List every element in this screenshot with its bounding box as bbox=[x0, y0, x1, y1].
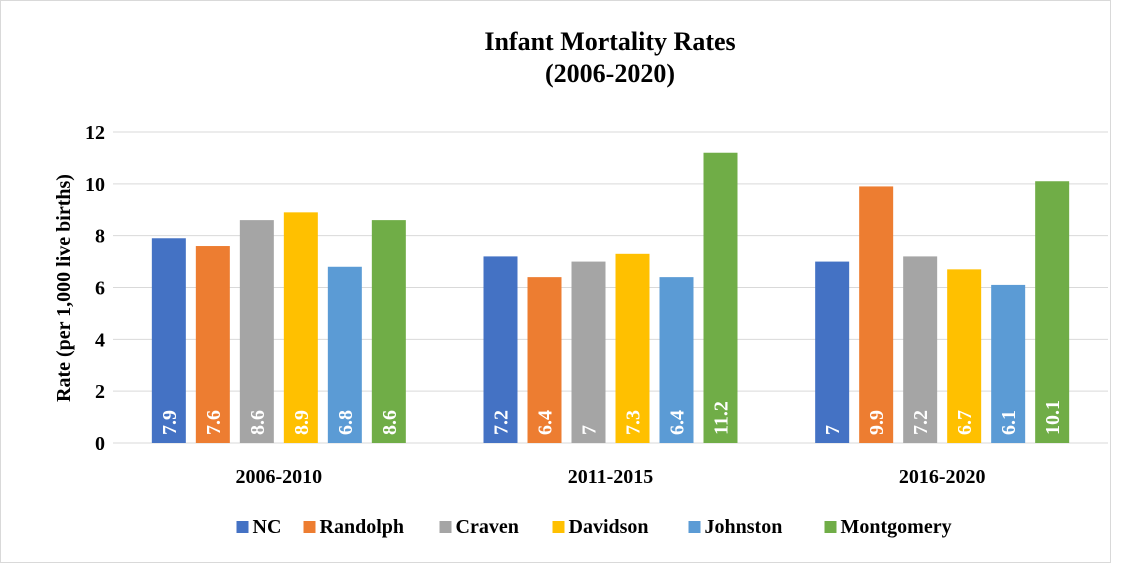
bar bbox=[859, 186, 894, 444]
y-tick-label: 6 bbox=[95, 278, 105, 300]
legend-label: NC bbox=[253, 516, 282, 538]
legend-swatch bbox=[236, 521, 249, 533]
x-tick-label: 2006-2010 bbox=[235, 466, 322, 488]
legend-swatch bbox=[688, 521, 701, 533]
data-label: 7.6 bbox=[203, 410, 225, 435]
legend-swatch bbox=[824, 521, 837, 533]
data-label: 8.6 bbox=[247, 410, 269, 435]
bar bbox=[571, 261, 606, 443]
legend-label: Johnston bbox=[705, 516, 783, 538]
data-label: 7.9 bbox=[159, 410, 181, 435]
legend-label: Craven bbox=[456, 516, 519, 538]
bar bbox=[991, 284, 1026, 443]
data-label: 7 bbox=[822, 425, 844, 435]
data-label: 6.4 bbox=[667, 410, 689, 435]
data-label: 7.2 bbox=[910, 410, 932, 435]
y-tick-label: 2 bbox=[95, 381, 105, 403]
legend-swatch bbox=[303, 521, 316, 533]
bar bbox=[371, 220, 406, 443]
bar bbox=[815, 261, 850, 443]
bar bbox=[903, 256, 938, 443]
data-label: 7 bbox=[579, 425, 601, 435]
bar bbox=[327, 266, 362, 443]
x-tick-label: 2011-2015 bbox=[568, 466, 654, 488]
bar bbox=[527, 277, 562, 443]
data-label: 9.9 bbox=[866, 410, 888, 435]
bar bbox=[283, 212, 318, 443]
bar bbox=[615, 253, 650, 443]
bar bbox=[703, 152, 738, 443]
bar bbox=[659, 277, 694, 443]
bar bbox=[1035, 181, 1070, 443]
x-tick-label: 2016-2020 bbox=[899, 466, 986, 488]
chart-title: Infant Mortality Rates bbox=[484, 27, 735, 56]
bar bbox=[483, 256, 518, 443]
data-label: 11.2 bbox=[711, 401, 733, 435]
bar bbox=[195, 246, 230, 443]
data-label: 6.1 bbox=[998, 410, 1020, 435]
bar bbox=[151, 238, 186, 443]
data-label: 8.6 bbox=[379, 410, 401, 435]
y-tick-label: 0 bbox=[95, 433, 105, 455]
chart-subtitle: (2006-2020) bbox=[545, 59, 675, 88]
y-tick-label: 8 bbox=[95, 226, 105, 248]
data-label: 6.8 bbox=[335, 410, 357, 435]
bar bbox=[239, 220, 274, 443]
y-tick-label: 4 bbox=[95, 329, 105, 351]
legend-label: Davidson bbox=[569, 516, 649, 538]
legend-swatch bbox=[439, 521, 452, 533]
data-label: 10.1 bbox=[1042, 400, 1064, 435]
y-tick-label: 10 bbox=[85, 174, 105, 196]
data-label: 8.9 bbox=[291, 410, 313, 435]
legend-label: Montgomery bbox=[841, 516, 952, 538]
bar bbox=[947, 269, 982, 443]
legend-swatch bbox=[552, 521, 565, 533]
data-label: 7.3 bbox=[623, 410, 645, 435]
y-tick-label: 12 bbox=[85, 122, 105, 144]
data-label: 6.4 bbox=[535, 410, 557, 435]
y-axis-label: Rate (per 1,000 live births) bbox=[53, 174, 75, 402]
data-label: 6.7 bbox=[954, 410, 976, 435]
legend-label: Randolph bbox=[320, 516, 405, 538]
data-label: 7.2 bbox=[491, 410, 513, 435]
